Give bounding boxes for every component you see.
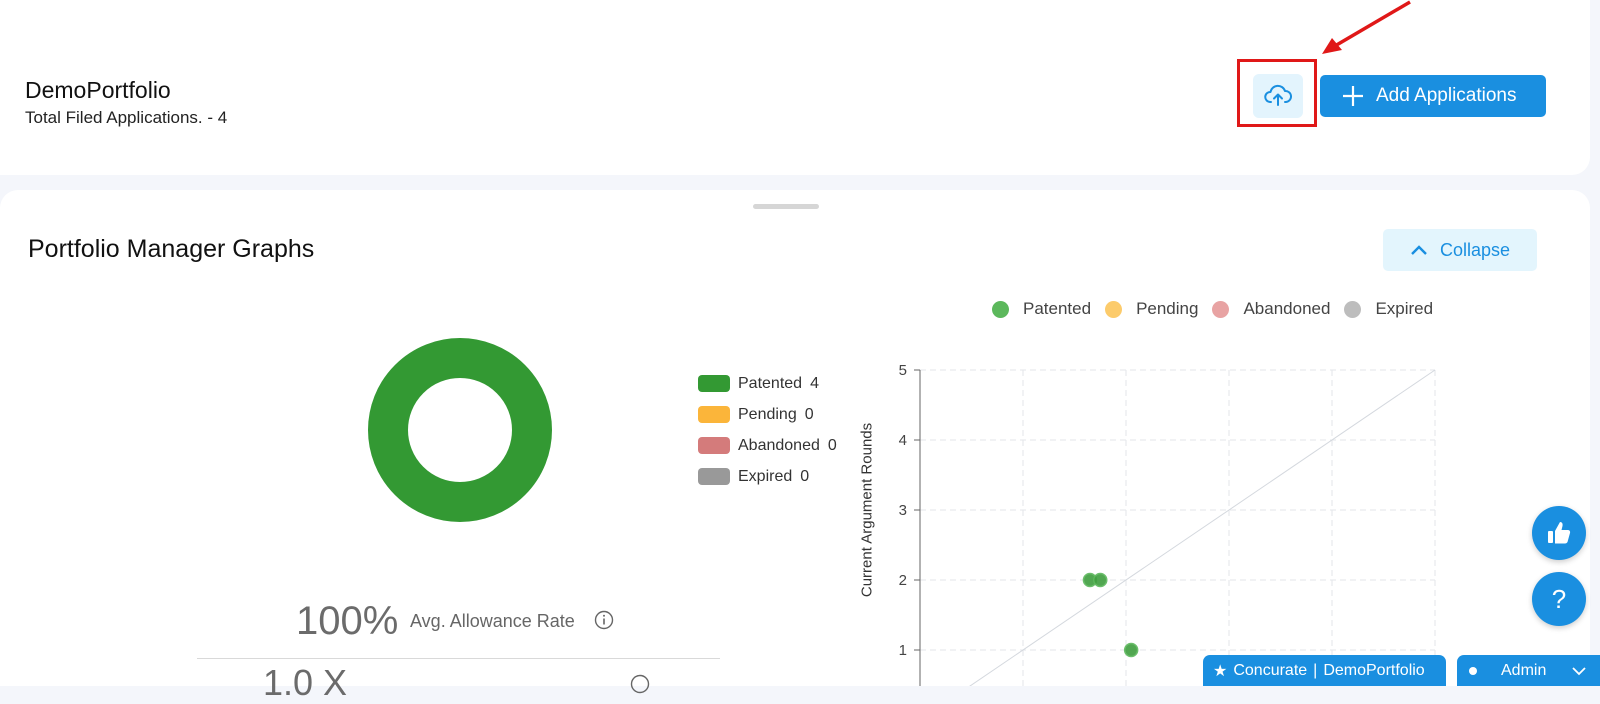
scatter-point[interactable] (1093, 572, 1108, 588)
legend-swatch (698, 437, 730, 454)
question-icon: ? (1551, 583, 1567, 614)
stats-divider (197, 658, 720, 659)
reference-line (969, 369, 1436, 686)
thumbs-up-icon (1548, 522, 1571, 544)
scatter-legend-abandoned[interactable]: Abandoned (1212, 299, 1330, 319)
feedback-button[interactable] (1532, 506, 1586, 560)
legend-item-expired[interactable]: Expired 0 (698, 461, 837, 492)
star-icon: ★ (1213, 662, 1228, 680)
legend-label: Patented (1023, 299, 1092, 318)
chevron-down-icon (1572, 666, 1586, 676)
legend-dot (992, 300, 1009, 318)
allowance-rate-label: Avg. Allowance Rate (410, 611, 575, 631)
highlight-box (1237, 59, 1317, 127)
separator: | (1313, 661, 1318, 679)
y-tick-label: 5 (898, 362, 907, 379)
argument-rounds-scatter-chart (914, 369, 1436, 686)
legend-dot (1344, 300, 1362, 318)
y-tick-label: 4 (898, 432, 907, 449)
legend-label: Pending (1136, 299, 1199, 318)
y-axis-label: Current Argument Rounds (858, 422, 876, 598)
legend-label: Pending (738, 405, 797, 423)
user-menu[interactable]: Admin (1457, 655, 1600, 686)
legend-dot (1105, 300, 1123, 318)
legend-item-pending[interactable]: Pending 0 (698, 399, 837, 430)
legend-count: 0 (800, 467, 810, 485)
collapse-button[interactable]: Collapse (1383, 229, 1537, 271)
portfolio-name: DemoPortfolio (25, 77, 171, 103)
legend-item-abandoned[interactable]: Abandoned 0 (698, 430, 837, 461)
cloud-upload-icon (1264, 84, 1292, 106)
info-icon[interactable] (594, 610, 614, 630)
drag-handle[interactable] (753, 204, 819, 209)
scatter-point[interactable] (1123, 642, 1139, 658)
brand-portfolio-bar[interactable]: ★ Concurate | DemoPortfolio (1203, 655, 1446, 686)
scatter-legend-pending[interactable]: Pending (1105, 299, 1198, 319)
add-applications-label: Add Applications (1376, 85, 1517, 106)
legend-swatch (698, 375, 730, 392)
help-button[interactable]: ? (1532, 572, 1586, 626)
donut-legend: Patented 4 Pending 0 Abandoned 0 Expired… (698, 368, 837, 492)
status-donut-chart (368, 338, 552, 522)
status-dot (1469, 666, 1477, 675)
legend-swatch (698, 468, 730, 485)
legend-label: Expired (1375, 299, 1434, 318)
portfolio-header: DemoPortfolio Total Filed Applications. … (0, 0, 1590, 175)
user-name: Admin (1501, 661, 1547, 679)
legend-count: 0 (804, 405, 814, 423)
upload-button[interactable] (1253, 74, 1303, 118)
graphs-title: Portfolio Manager Graphs (28, 235, 315, 263)
legend-label: Expired (738, 467, 793, 485)
total-applications-text: Total Filed Applications. - 4 (25, 108, 228, 127)
y-tick-label: 1 (898, 642, 907, 659)
brand-name: Concurate (1233, 661, 1308, 679)
legend-item-patented[interactable]: Patented 4 (698, 368, 837, 399)
collapse-label: Collapse (1439, 239, 1511, 260)
legend-label: Abandoned (738, 436, 820, 454)
y-tick-label: 2 (898, 572, 907, 589)
portfolio-graphs-panel: Portfolio Manager Graphs Collapse Patent… (0, 190, 1590, 703)
legend-dot (1212, 300, 1230, 318)
y-tick-label: 3 (898, 502, 907, 519)
donut-slice-patented[interactable] (368, 338, 552, 522)
plus-icon (1342, 85, 1364, 107)
current-portfolio: DemoPortfolio (1323, 661, 1425, 679)
legend-label: Abandoned (1243, 299, 1331, 318)
legend-count: 4 (810, 374, 819, 392)
scatter-legend: Patented Pending Abandoned Expired (992, 299, 1447, 319)
allowance-rate-value: 100% (296, 599, 399, 643)
red-arrow-icon (1322, 0, 1411, 54)
info-icon[interactable] (630, 674, 650, 694)
add-applications-button[interactable]: Add Applications (1320, 75, 1546, 117)
legend-label: Patented (738, 374, 803, 392)
scatter-legend-patented[interactable]: Patented (992, 299, 1091, 319)
second-stat-value: 1.0 X (263, 662, 348, 703)
legend-count: 0 (827, 436, 837, 454)
legend-swatch (698, 406, 730, 423)
scatter-legend-expired[interactable]: Expired (1344, 299, 1433, 319)
chevron-up-icon (1411, 245, 1427, 255)
